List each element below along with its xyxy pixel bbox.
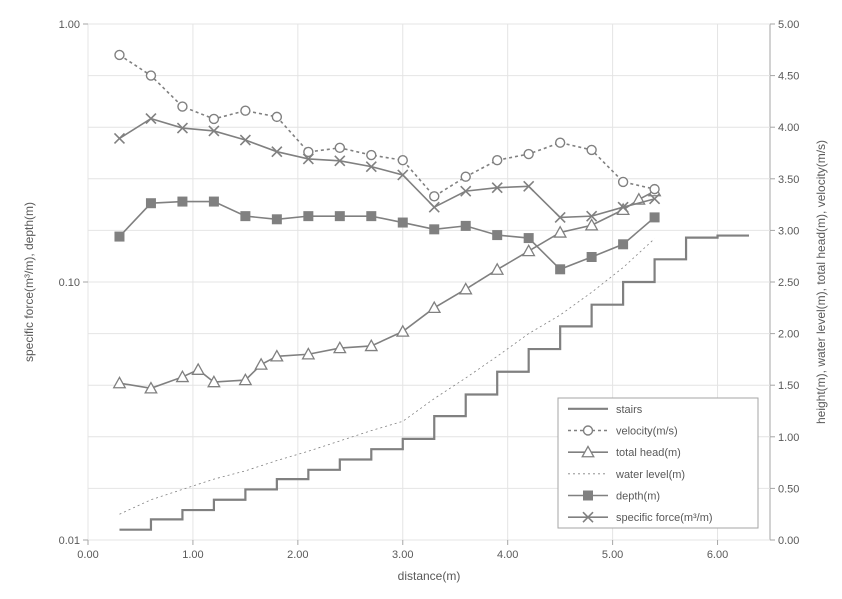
- legend-label-water_level: water level(m): [615, 469, 685, 481]
- svg-text:5.00: 5.00: [602, 549, 623, 561]
- svg-text:0.10: 0.10: [59, 277, 80, 289]
- svg-text:0.01: 0.01: [59, 535, 80, 547]
- svg-text:3.50: 3.50: [778, 174, 799, 186]
- legend: stairs velocity(m/s) total head(m) water le…: [558, 398, 758, 528]
- x-axis-label: distance(m): [398, 569, 461, 583]
- svg-text:4.00: 4.00: [778, 122, 799, 134]
- svg-text:0.50: 0.50: [778, 483, 799, 495]
- svg-text:1.00: 1.00: [182, 549, 203, 561]
- chart-svg: 0.00 1.00 2.00 3.00 4.00 5.00 6.00 distance(m) 0…: [0, 0, 842, 599]
- y-axis-left-label: specific force(m³/m), depth(m): [22, 202, 36, 362]
- y-axis-right-label: height(m), water level(m), total head(m)…: [814, 140, 828, 424]
- svg-text:4.00: 4.00: [497, 549, 518, 561]
- svg-text:4.50: 4.50: [778, 71, 799, 83]
- svg-text:1.00: 1.00: [59, 19, 80, 31]
- svg-text:1.50: 1.50: [778, 380, 799, 392]
- svg-text:2.00: 2.00: [778, 329, 799, 341]
- legend-label-total_head: total head(m): [616, 447, 681, 459]
- legend-label-stairs: stairs: [616, 404, 643, 416]
- legend-label-specific_force: specific force(m³/m): [616, 512, 713, 524]
- svg-text:6.00: 6.00: [707, 549, 728, 561]
- svg-text:0.00: 0.00: [77, 549, 98, 561]
- svg-text:1.00: 1.00: [778, 432, 799, 444]
- svg-text:2.00: 2.00: [287, 549, 308, 561]
- svg-text:2.50: 2.50: [778, 277, 799, 289]
- svg-text:3.00: 3.00: [392, 549, 413, 561]
- chart-container: 0.00 1.00 2.00 3.00 4.00 5.00 6.00 distance(m) 0…: [0, 0, 842, 599]
- svg-text:3.00: 3.00: [778, 225, 799, 237]
- legend-label-depth: depth(m): [616, 491, 660, 503]
- legend-label-velocity: velocity(m/s): [616, 426, 678, 438]
- svg-text:5.00: 5.00: [778, 19, 799, 31]
- svg-text:0.00: 0.00: [778, 535, 799, 547]
